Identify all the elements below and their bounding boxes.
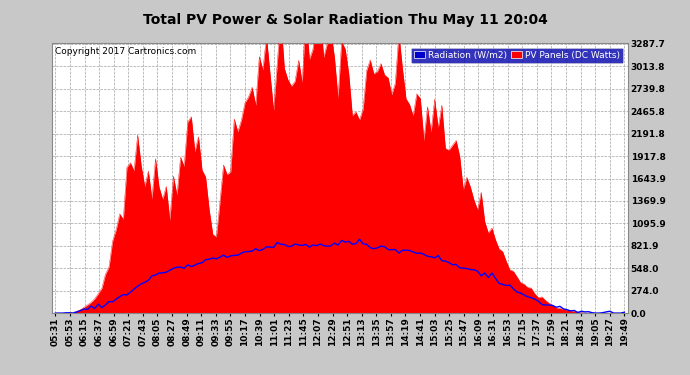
Text: Total PV Power & Solar Radiation Thu May 11 20:04: Total PV Power & Solar Radiation Thu May… <box>143 13 547 27</box>
Legend: Radiation (W/m2), PV Panels (DC Watts): Radiation (W/m2), PV Panels (DC Watts) <box>411 48 623 63</box>
Text: Copyright 2017 Cartronics.com: Copyright 2017 Cartronics.com <box>55 47 196 56</box>
